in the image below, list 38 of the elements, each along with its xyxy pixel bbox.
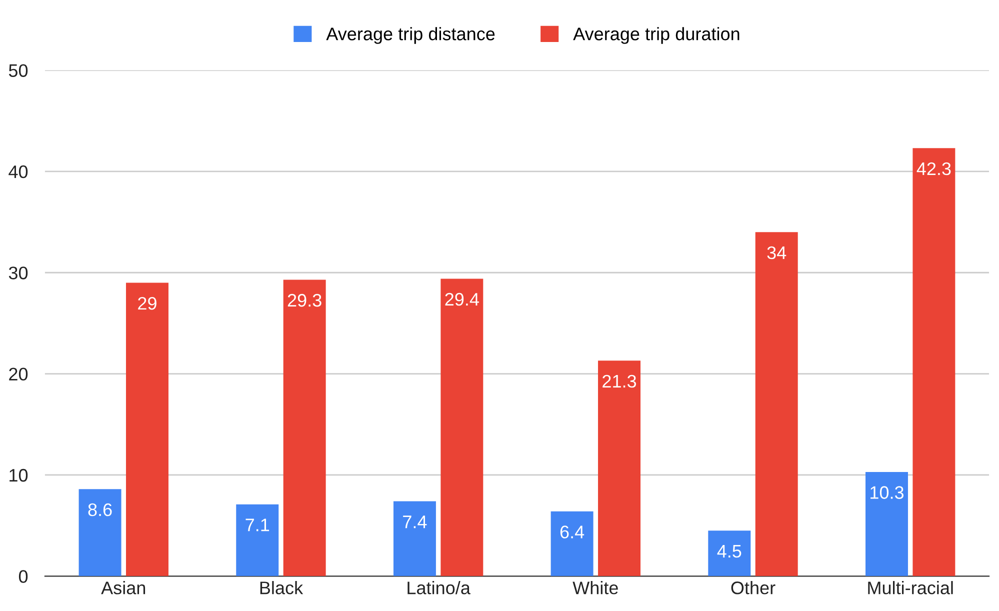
bar	[598, 360, 640, 576]
x-tick-label: Other	[731, 581, 776, 594]
data-label: 10.3	[870, 486, 904, 499]
bar	[708, 530, 751, 576]
x-tick-label: Asian	[101, 581, 146, 594]
bar	[236, 504, 279, 576]
y-tick-label: 10	[10, 468, 28, 482]
bar	[393, 501, 436, 576]
data-label: 29	[138, 296, 156, 310]
bar	[126, 282, 168, 576]
bar	[755, 232, 798, 576]
legend-label: Average trip duration	[573, 27, 740, 44]
y-tick-label: 20	[9, 368, 28, 381]
data-label: 8.6	[88, 503, 112, 516]
data-label: 42.3	[916, 162, 951, 176]
data-label: 21.3	[602, 374, 636, 388]
data-label: 6.4	[560, 526, 584, 538]
y-tick-label: 50	[8, 64, 28, 77]
data-label: 29.3	[288, 294, 322, 307]
bar	[865, 472, 908, 576]
bar	[550, 511, 594, 576]
data-label: 7.4	[403, 516, 427, 528]
bar	[912, 148, 956, 576]
x-tick-label: Multi-racial	[868, 581, 953, 594]
y-tick-label: 0	[18, 570, 28, 583]
bar	[78, 489, 122, 576]
data-label: 34	[767, 246, 786, 260]
x-tick-label: Black	[260, 581, 304, 594]
data-label: 4.5	[717, 545, 742, 558]
x-tick-label: White	[572, 581, 618, 594]
bar	[283, 280, 326, 576]
data-label: 29.4	[445, 292, 479, 306]
legend-label: Average trip distance	[326, 27, 495, 44]
bar	[440, 278, 484, 576]
x-tick-label: Latino/a	[408, 581, 470, 594]
y-tick-label: 40	[8, 165, 28, 178]
data-label: 7.1	[246, 518, 270, 532]
y-tick-label: 30	[8, 266, 28, 280]
